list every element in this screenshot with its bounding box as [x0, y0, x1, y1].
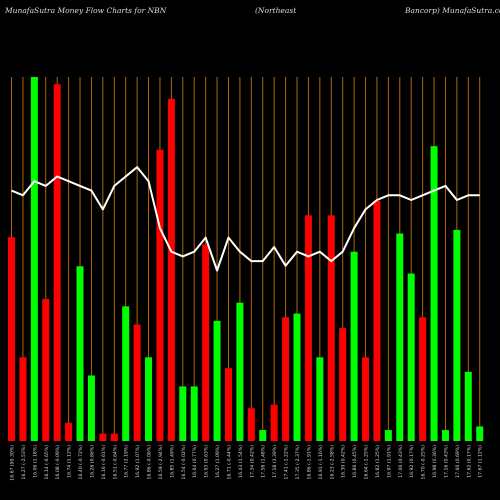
- x-tick-label: 16.86 (0.45%): [352, 445, 358, 478]
- chart-title-site: Bancorp) MunafaSutra.com: [405, 6, 500, 15]
- x-tick-label: 16.14 (-0.65%): [44, 445, 50, 480]
- money-flow-bar: [453, 229, 461, 441]
- money-flow-bar: [167, 98, 175, 441]
- money-flow-bar: [316, 357, 324, 441]
- chart-title-company: (Northeast: [255, 6, 297, 15]
- money-flow-bars: [8, 77, 484, 442]
- x-tick-label: 16.64 (0.77%): [192, 445, 198, 478]
- x-tick-label: 16.16 (-0.61%): [101, 445, 107, 480]
- x-tick-label: 16.82 (1.25%): [375, 445, 381, 478]
- money-flow-bar: [42, 299, 50, 441]
- money-flow-bar: [190, 386, 198, 441]
- money-flow-bar: [430, 146, 438, 441]
- money-flow-bar: [76, 266, 84, 441]
- x-tick-label: 16.93 (0.63%): [204, 445, 210, 478]
- money-flow-bar: [396, 233, 404, 441]
- x-tick-label: 17.16 (0.43%): [443, 445, 449, 478]
- x-tick-label: 17.58 (1.48%): [261, 445, 267, 478]
- x-tick-label: 16.08 (-0.09%): [55, 445, 61, 480]
- x-tick-label: 16.67 (90.30%): [10, 445, 16, 481]
- money-flow-bar: [247, 408, 255, 441]
- x-tick-label: 16.59 (-2.94%): [158, 445, 164, 480]
- money-flow-bar: [293, 313, 301, 441]
- money-flow-bar: [8, 237, 15, 441]
- x-tick-label: 17.67 (1.12%): [478, 445, 484, 478]
- x-tick-label: 16.92 (0.17%): [409, 445, 415, 478]
- x-tick-label: 16.77 (2.19%): [124, 445, 130, 478]
- money-flow-bar: [441, 430, 449, 441]
- money-flow-bar: [122, 306, 130, 441]
- money-flow-bar: [19, 357, 27, 441]
- chart-title: MunafaSutra Money Flow Charts for NBN: [5, 6, 167, 15]
- x-tick-label: 16.92 (1.07%): [135, 445, 141, 478]
- money-flow-bar: [384, 430, 392, 441]
- money-flow-bar: [99, 433, 107, 441]
- price-line: [11, 166, 480, 272]
- money-flow-bar: [270, 404, 278, 441]
- money-flow-bar: [419, 317, 427, 441]
- x-tick-label: 17.06 (0.43%): [398, 445, 404, 478]
- money-flow-bar: [464, 371, 472, 441]
- x-tick-label: 16.86 (-1.91%): [306, 445, 312, 480]
- x-tick-label: 17.18 (3.39%): [272, 445, 278, 478]
- money-flow-bar: [224, 368, 232, 441]
- money-flow-bar: [30, 77, 38, 441]
- price-line-path: [11, 166, 480, 272]
- money-flow-bar: [236, 302, 244, 441]
- x-tick-label: 16.27 (-2.53%): [21, 445, 27, 480]
- x-tick-label: 16.40 (-0.72%): [78, 445, 84, 480]
- money-flow-bar: [407, 273, 415, 441]
- x-tick-label: 17.35 (-2.37%): [295, 445, 301, 480]
- x-axis-labels: 16.67 (90.30%) 16.27 (-2.53%) 16.06 (1.18%…: [10, 445, 484, 481]
- money-flow-bar: [373, 200, 381, 441]
- money-flow-bar: [179, 386, 187, 441]
- money-flow-bar: [282, 317, 290, 441]
- x-tick-label: 16.27 (1.09%): [215, 445, 221, 478]
- money-flow-bar: [259, 430, 267, 441]
- x-tick-label: 16.86 (-0.06%): [147, 445, 153, 480]
- money-flow-bar: [213, 320, 221, 441]
- money-flow-bar: [362, 357, 370, 441]
- x-tick-label: 16.26 (0.86%): [89, 445, 95, 478]
- x-tick-label: 16.23 (-2.58%): [329, 445, 335, 480]
- money-flow-bar: [327, 215, 335, 441]
- x-tick-label: 16.97 (1.91%): [386, 445, 392, 478]
- x-tick-label: 16.51 (-0.64%): [112, 445, 118, 480]
- money-flow-bar: [156, 149, 164, 442]
- money-flow-bar: [304, 215, 312, 441]
- x-tick-label: 16.06 (1.18%): [32, 445, 38, 478]
- x-tick-label: 16.30 (0.42%): [341, 445, 347, 478]
- money-flow-bar: [87, 375, 95, 441]
- x-tick-label: 16.85 (1.49%): [169, 445, 175, 478]
- x-tick-label: 16.74 (1.12%): [67, 445, 73, 478]
- money-flow-bar: [133, 324, 141, 441]
- x-tick-label: 16.64 (-1.25%): [364, 445, 370, 480]
- x-tick-label: 17.41 (-1.22%): [284, 445, 290, 480]
- x-tick-label: 16.71 (-0.44%): [226, 445, 232, 480]
- money-flow-bar: [339, 328, 347, 441]
- money-flow-bar: [65, 422, 73, 441]
- x-tick-label: 16.43 (1.54%): [238, 445, 244, 478]
- x-tick-label: 16.70 (-0.25%): [421, 445, 427, 480]
- x-tick-label: 16.54 (-0.02%): [181, 445, 187, 480]
- x-tick-label: 17.34 (0.42%): [249, 445, 255, 478]
- x-tick-label: 17.60 (0.69%): [455, 445, 461, 478]
- x-tick-label: 16.98 (0.36%): [432, 445, 438, 478]
- money-flow-bar: [110, 433, 118, 441]
- money-flow-bar: [53, 84, 61, 441]
- money-flow-bar: [202, 244, 210, 441]
- x-tick-label: 17.62 (0.17%): [466, 445, 472, 478]
- x-tick-label: 16.91 (-1.16%): [318, 445, 324, 480]
- money-flow-bar: [145, 357, 153, 441]
- money-flow-bar: [350, 251, 358, 441]
- money-flow-bar: [476, 426, 484, 441]
